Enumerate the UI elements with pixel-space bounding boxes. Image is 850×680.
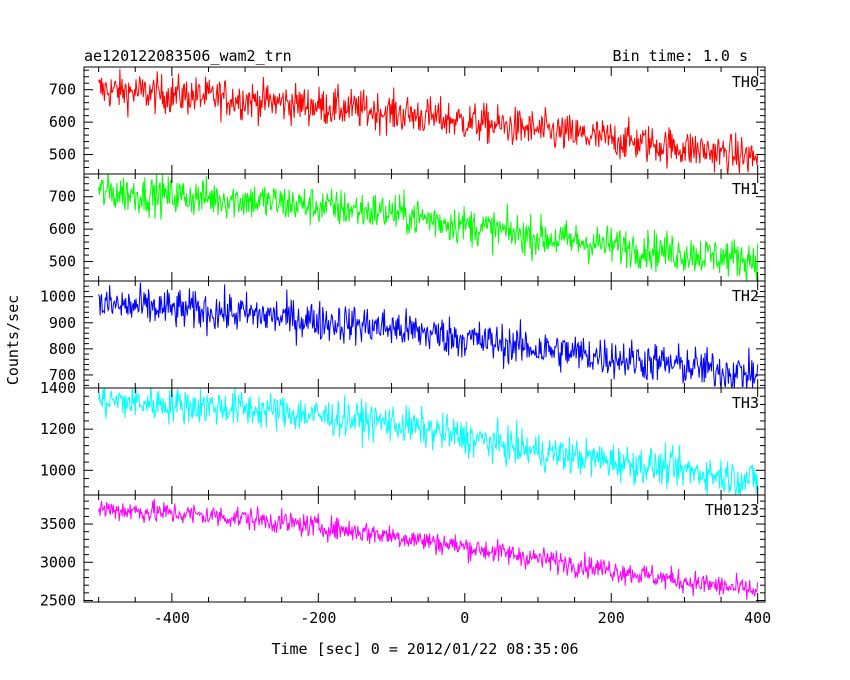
y-tick-label: 3000 (40, 553, 76, 571)
series-line-th2 (98, 282, 759, 388)
y-tick-label: 700 (49, 188, 76, 206)
panel-label-th0: TH0 (732, 73, 759, 91)
panel-label-th3: TH3 (732, 394, 759, 412)
y-tick-label: 800 (49, 340, 76, 358)
x-tick-label: 200 (598, 609, 625, 627)
x-tick-label: 0 (460, 609, 469, 627)
y-tick-label: 700 (49, 366, 76, 384)
panel-label-th0123: TH0123 (705, 501, 759, 519)
panel-label-th2: TH2 (732, 287, 759, 305)
panels-group: TH0 500 600 700 TH1 500 600 700 TH2 700 800 900 1000… (40, 66, 771, 627)
x-tick-label: 400 (744, 609, 771, 627)
x-tick-label: -200 (300, 609, 336, 627)
bin-time-label: Bin time: 1.0 s (613, 47, 748, 65)
series-line-th3 (98, 388, 759, 495)
y-tick-label: 500 (49, 146, 76, 164)
x-axis-label: Time [sec] 0 = 2012/01/22 08:35:06 (271, 640, 578, 658)
x-tick-label: -400 (154, 609, 190, 627)
series-line-th0 (98, 68, 759, 174)
y-tick-label: 1000 (40, 461, 76, 479)
series-line-th1 (98, 174, 759, 281)
y-tick-label: 600 (49, 220, 76, 238)
panel-frame-th1 (83, 173, 766, 282)
y-tick-label: 1000 (40, 288, 76, 306)
y-tick-label: 900 (49, 314, 76, 332)
panel-label-th1: TH1 (732, 180, 759, 198)
y-tick-label: 500 (49, 253, 76, 271)
y-tick-label: 3500 (40, 515, 76, 533)
series-line-th0123 (98, 498, 759, 600)
y-axis-label: Counts/sec (4, 295, 22, 385)
y-tick-label: 1400 (40, 379, 76, 397)
panel-frame-th2 (83, 280, 766, 389)
y-tick-label: 700 (49, 81, 76, 99)
y-tick-label: 1200 (40, 420, 76, 438)
chart-title: ae120122083506_wam2_trn (84, 47, 292, 65)
panel-frame-th0123 (83, 494, 766, 603)
y-tick-label: 600 (49, 113, 76, 131)
y-tick-label: 2500 (40, 591, 76, 609)
